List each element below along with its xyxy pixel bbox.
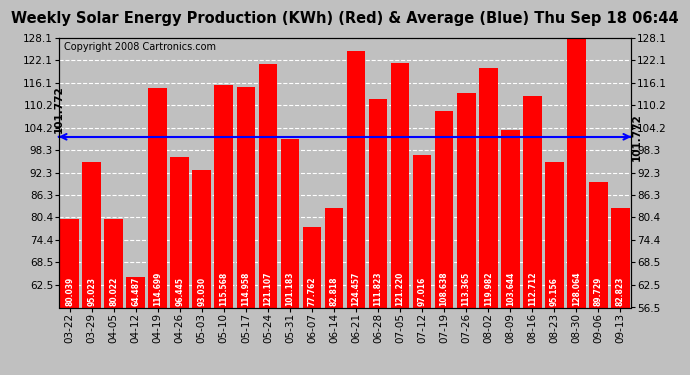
Bar [391, 63, 409, 308]
Text: 64.487: 64.487 [131, 276, 140, 306]
Bar [501, 130, 520, 308]
Text: Copyright 2008 Cartronics.com: Copyright 2008 Cartronics.com [64, 42, 217, 51]
Bar [281, 139, 299, 308]
Bar [303, 227, 322, 308]
Text: 113.365: 113.365 [462, 272, 471, 306]
Bar [413, 155, 431, 308]
Bar [545, 162, 564, 308]
Text: 114.958: 114.958 [241, 271, 250, 306]
Text: 82.818: 82.818 [330, 276, 339, 306]
Bar [368, 99, 387, 308]
Bar [215, 85, 233, 308]
Text: 121.220: 121.220 [395, 271, 404, 306]
Bar [237, 87, 255, 308]
Bar [104, 219, 123, 308]
Text: 101.183: 101.183 [286, 271, 295, 306]
Text: 95.156: 95.156 [550, 277, 559, 306]
Bar [611, 208, 630, 308]
Bar [82, 162, 101, 308]
Text: 101.772: 101.772 [631, 113, 641, 160]
Bar [193, 170, 211, 308]
Text: 95.023: 95.023 [87, 277, 96, 306]
Text: 96.445: 96.445 [175, 277, 184, 306]
Text: Weekly Solar Energy Production (KWh) (Red) & Average (Blue) Thu Sep 18 06:44: Weekly Solar Energy Production (KWh) (Re… [11, 11, 679, 26]
Text: 82.823: 82.823 [616, 276, 625, 306]
Text: 119.982: 119.982 [484, 271, 493, 306]
Text: 108.638: 108.638 [440, 271, 449, 306]
Bar [324, 208, 344, 308]
Bar [589, 182, 608, 308]
Bar [346, 51, 366, 308]
Text: 80.039: 80.039 [65, 276, 74, 306]
Text: 77.762: 77.762 [308, 276, 317, 306]
Bar [148, 88, 167, 308]
Text: 80.022: 80.022 [109, 276, 118, 306]
Text: 93.030: 93.030 [197, 276, 206, 306]
Text: 112.712: 112.712 [528, 271, 537, 306]
Text: 103.644: 103.644 [506, 271, 515, 306]
Bar [170, 157, 189, 308]
Text: 111.823: 111.823 [373, 271, 382, 306]
Text: 114.699: 114.699 [153, 271, 162, 306]
Text: 121.107: 121.107 [264, 271, 273, 306]
Bar [60, 219, 79, 308]
Bar [567, 38, 586, 308]
Text: 115.568: 115.568 [219, 272, 228, 306]
Text: 89.729: 89.729 [594, 276, 603, 306]
Text: 101.772: 101.772 [54, 85, 63, 133]
Bar [435, 111, 453, 308]
Bar [126, 278, 145, 308]
Text: 124.457: 124.457 [351, 271, 360, 306]
Bar [457, 93, 475, 308]
Text: 97.016: 97.016 [417, 276, 426, 306]
Bar [479, 68, 497, 308]
Bar [259, 64, 277, 308]
Bar [523, 96, 542, 308]
Text: 128.064: 128.064 [572, 271, 581, 306]
